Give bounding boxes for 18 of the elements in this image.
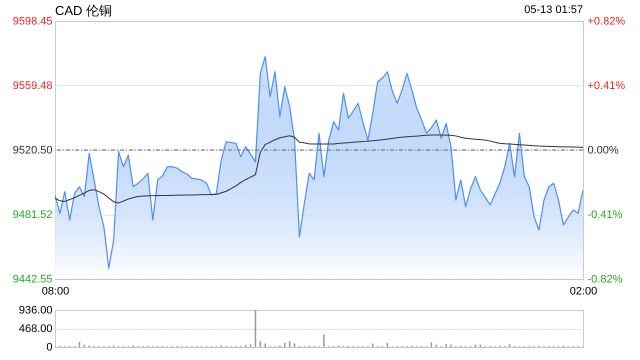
y2-tick-label: -0.82% xyxy=(588,274,623,286)
y2-tick-label: +0.41% xyxy=(588,80,626,92)
y-tick-label: 936.00 xyxy=(18,304,52,316)
chart-title: CAD 伦铜 xyxy=(55,2,112,20)
y-tick-label: 9481.52 xyxy=(12,209,52,222)
y2-tick-label: 0.00% xyxy=(588,144,619,156)
y-tick-label: 9559.48 xyxy=(12,80,52,92)
y2-tick-label: +0.82% xyxy=(588,16,626,28)
y-tick-label: 9520.50 xyxy=(12,144,52,156)
y2-tick-label: -0.41% xyxy=(588,209,623,221)
y-tick-label: 9598.45 xyxy=(12,16,52,28)
y-tick-label: 0 xyxy=(46,342,52,354)
text: 05-13 01:57 xyxy=(524,4,583,16)
x-tick-label: 02:00 xyxy=(570,286,598,298)
line-series xyxy=(55,134,583,204)
x-tick-label: 08:00 xyxy=(42,286,70,298)
y-tick-label: 468.00 xyxy=(18,323,52,335)
y-tick-label: 9442.55 xyxy=(12,274,52,286)
